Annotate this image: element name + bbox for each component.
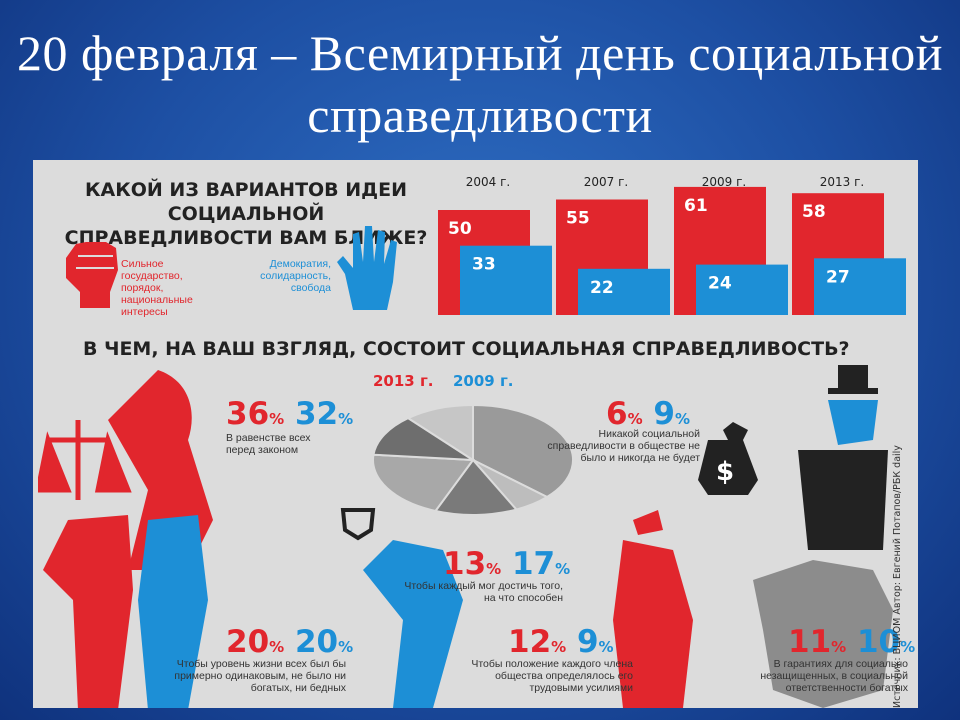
gray-figure-illustration <box>753 560 893 708</box>
stat-never-2009: 9% <box>653 396 691 432</box>
stat-labor-2009: 9% <box>576 624 614 660</box>
pie-slice <box>472 403 574 499</box>
stat-achieve-2013: 13% <box>443 546 502 582</box>
svg-text:$: $ <box>716 457 734 487</box>
pie-legend-2013: 2013 г. <box>373 372 434 390</box>
bar-category-label: 2013 г. <box>820 175 864 189</box>
source-credit: Источник: ВЦИОМ Автор: Евгений Потапов/Р… <box>892 445 903 708</box>
stat-never-label: Никакой социальной справедливости в обще… <box>547 428 700 464</box>
bar-blue-value: 24 <box>708 274 732 294</box>
stat-achieve: 13% 17% <box>443 548 570 585</box>
stat-labor: 12% 9% <box>508 626 614 663</box>
trophy-figure-illustration <box>340 508 463 708</box>
bar-red-value: 50 <box>448 219 472 239</box>
stat-guarantees-2009: 10% <box>856 624 916 660</box>
stat-equality-2013: 36% <box>226 396 285 432</box>
stat-equality-2009: 32% <box>294 396 354 432</box>
bar-blue-value: 22 <box>590 278 614 298</box>
option-red-label: Сильное государство, порядок, национальн… <box>121 258 193 318</box>
stat-level-2009: 20% <box>294 624 354 660</box>
bar-red-value: 61 <box>684 196 708 216</box>
question1-heading: КАКОЙ ИЗ ВАРИАНТОВ ИДЕИ СОЦИАЛЬНОЙ СПРАВ… <box>64 179 428 249</box>
bar-blue <box>814 258 906 315</box>
bar-blue <box>460 245 552 315</box>
bar-red-value: 55 <box>566 209 590 229</box>
bar-category-label: 2004 г. <box>466 175 510 189</box>
stat-guarantees: 11% 10% <box>788 626 915 663</box>
bar-category-label: 2009 г. <box>702 175 746 189</box>
justice-figures-illustration <box>38 370 213 708</box>
rich-man-illustration: $ <box>698 365 888 550</box>
infographic-panel: КАКОЙ ИЗ ВАРИАНТОВ ИДЕИ СОЦИАЛЬНОЙ СПРАВ… <box>33 160 918 708</box>
bar-blue-value: 27 <box>826 267 850 287</box>
bar-category-label: 2007 г. <box>584 175 628 189</box>
bar-red-value: 58 <box>802 202 826 222</box>
bar-blue-value: 33 <box>472 255 496 275</box>
svg-text:Источник: ВЦИОМ Автор: Евген: Источник: ВЦИОМ Автор: Евгений Потапов/Р… <box>892 445 903 708</box>
pie-slice <box>372 453 475 513</box>
pie-slice <box>433 458 519 516</box>
pie-slice <box>406 403 474 462</box>
hammer-figure-illustration <box>613 510 693 708</box>
option-blue-label: Демократия, солидарность, свобода <box>260 258 331 294</box>
stat-guarantees-2013: 11% <box>788 624 847 660</box>
stat-labor-label: Чтобы положение каждого члена общества о… <box>471 658 633 694</box>
stat-never-2013: 6% <box>606 396 643 432</box>
stat-equality-label: В равенстве всех перед законом <box>226 432 311 456</box>
pie-chart: 2013 г. 2009 г. <box>372 372 574 516</box>
fist-icon <box>66 242 118 308</box>
bar-blue <box>578 268 670 315</box>
stat-achieve-2009: 17% <box>511 546 571 582</box>
stat-equality: 36% 32% <box>226 398 353 435</box>
stat-never: 6% 9% <box>606 398 690 435</box>
stat-level-2013: 20% <box>226 624 285 660</box>
open-hand-icon <box>337 226 397 310</box>
pie-legend-2009: 2009 г. <box>453 372 514 390</box>
stat-level: 20% 20% <box>226 626 353 663</box>
bar-blue <box>696 264 788 315</box>
stat-achieve-label: Чтобы каждый мог достичь того, на что сп… <box>404 580 563 604</box>
pie-slice <box>372 416 477 462</box>
stat-level-label: Чтобы уровень жизни всех был бы примерно… <box>174 658 346 694</box>
question2-heading: В ЧЕМ, НА ВАШ ВЗГЛЯД, СОСТОИТ СОЦИАЛЬНАЯ… <box>83 338 850 360</box>
slide-title: 20 февраля – Всемирный день социальной с… <box>17 25 943 143</box>
stat-labor-2013: 12% <box>508 624 567 660</box>
stat-guarantees-label: В гарантиях для социально незащищенных, … <box>760 658 908 694</box>
